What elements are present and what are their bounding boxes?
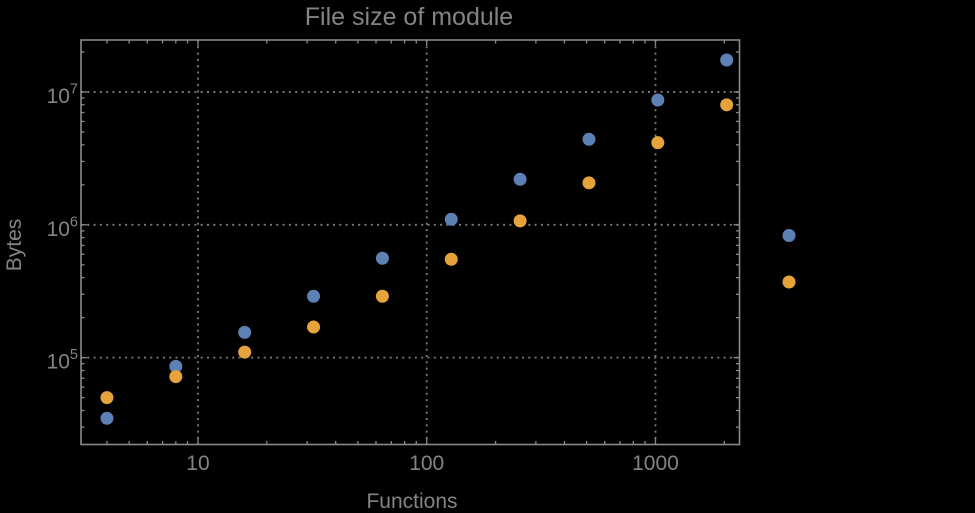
legend-marker-series-orange: [782, 275, 796, 289]
points-series-orange: [100, 98, 734, 405]
data-point: [375, 251, 389, 265]
chart-title: File size of module: [305, 3, 513, 31]
data-point: [444, 212, 458, 226]
data-point: [307, 289, 321, 303]
data-point: [169, 359, 183, 373]
data-point: [238, 325, 252, 339]
data-point: [375, 289, 389, 303]
x-tick-label: 10: [186, 452, 209, 475]
data-point: [582, 132, 596, 146]
data-point: [582, 176, 596, 190]
y-tick-label: 105: [47, 347, 78, 374]
y-tick-label: 106: [47, 214, 78, 241]
plot-frame: [80, 39, 741, 446]
gridlines: [81, 40, 740, 445]
x-tick-label: 1000: [632, 452, 679, 475]
frame-rect: [80, 39, 741, 446]
axis-ticks: [81, 40, 740, 445]
legend: [782, 229, 796, 289]
data-point: [169, 370, 183, 384]
data-point: [100, 391, 114, 405]
points-series-blue: [100, 53, 734, 425]
data-point: [444, 252, 458, 266]
y-tick-label: 107: [47, 81, 78, 108]
x-tick-label: 100: [409, 452, 444, 475]
data-point: [651, 93, 665, 107]
data-point: [238, 345, 252, 359]
y-axis-label: Bytes: [3, 219, 26, 272]
data-point: [720, 98, 734, 112]
data-points: [100, 53, 734, 425]
data-point: [307, 320, 321, 334]
x-axis-label: Functions: [366, 490, 457, 513]
legend-marker-series-blue: [782, 229, 796, 242]
data-point: [651, 136, 665, 150]
x-tick-labels: 10 100 1000: [186, 452, 679, 475]
data-point: [513, 214, 527, 228]
data-point: [100, 411, 114, 425]
data-point: [720, 53, 734, 67]
y-tick-labels: 105 106 107: [47, 81, 78, 373]
data-point: [513, 172, 527, 186]
